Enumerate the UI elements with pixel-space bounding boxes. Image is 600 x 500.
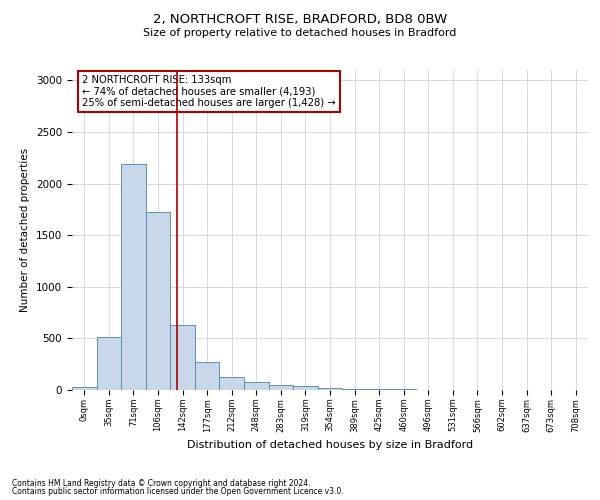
Bar [121,164,146,390]
Bar [318,388,342,390]
Bar [146,212,170,390]
Text: Size of property relative to detached houses in Bradford: Size of property relative to detached ho… [143,28,457,38]
Text: Contains HM Land Registry data © Crown copyright and database right 2024.: Contains HM Land Registry data © Crown c… [12,478,311,488]
Text: 2, NORTHCROFT RISE, BRADFORD, BD8 0BW: 2, NORTHCROFT RISE, BRADFORD, BD8 0BW [153,12,447,26]
Text: 2 NORTHCROFT RISE: 133sqm
← 74% of detached houses are smaller (4,193)
25% of se: 2 NORTHCROFT RISE: 133sqm ← 74% of detac… [82,75,336,108]
Text: Contains public sector information licensed under the Open Government Licence v3: Contains public sector information licen… [12,488,344,496]
Bar [342,389,367,390]
Bar [72,387,97,390]
X-axis label: Distribution of detached houses by size in Bradford: Distribution of detached houses by size … [187,440,473,450]
Bar [97,338,121,390]
Bar [293,386,318,390]
Bar [367,389,391,390]
Bar [170,325,195,390]
Bar [269,385,293,390]
Bar [195,362,220,390]
Bar [244,382,269,390]
Bar [220,376,244,390]
Y-axis label: Number of detached properties: Number of detached properties [20,148,31,312]
